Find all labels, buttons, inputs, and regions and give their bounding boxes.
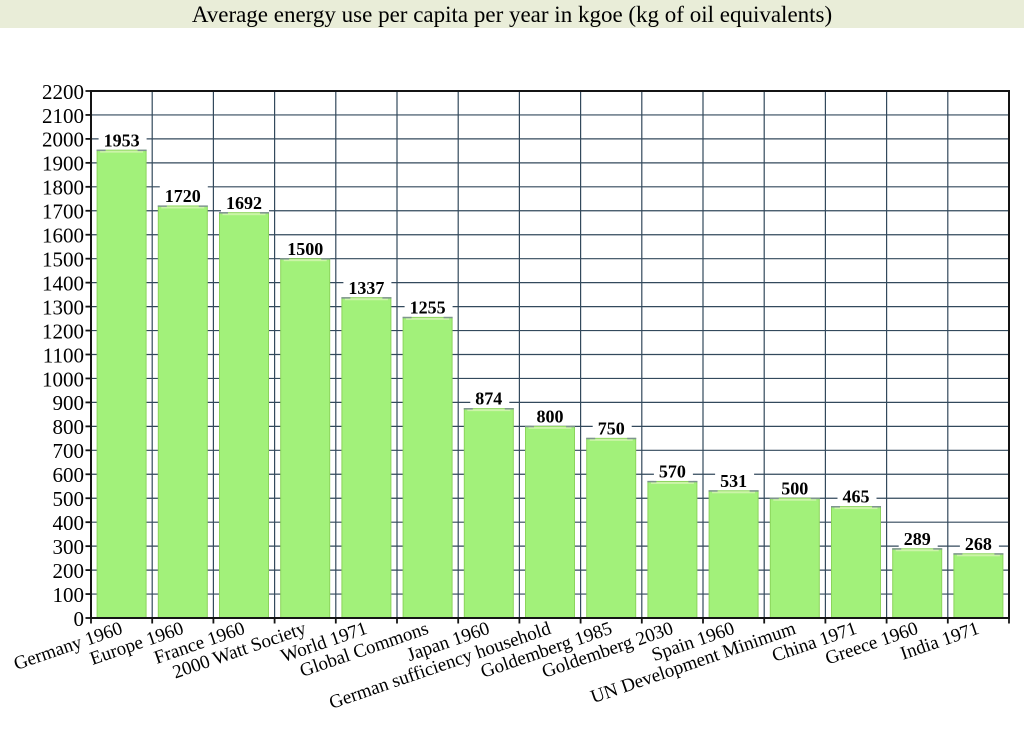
svg-text:289: 289: [904, 529, 931, 549]
svg-text:1720: 1720: [165, 186, 201, 206]
svg-text:2100: 2100: [42, 104, 84, 128]
svg-text:1100: 1100: [43, 343, 84, 367]
svg-text:300: 300: [53, 535, 85, 559]
svg-text:700: 700: [53, 439, 85, 463]
svg-text:570: 570: [659, 462, 686, 482]
svg-text:200: 200: [53, 559, 85, 583]
svg-text:500: 500: [53, 487, 85, 511]
svg-text:100: 100: [53, 583, 85, 607]
svg-text:2000: 2000: [42, 128, 84, 152]
svg-text:1300: 1300: [42, 295, 84, 319]
svg-text:1200: 1200: [42, 319, 84, 343]
svg-text:1800: 1800: [42, 176, 84, 200]
svg-text:1600: 1600: [42, 224, 84, 248]
svg-text:800: 800: [53, 415, 85, 439]
svg-text:1692: 1692: [226, 193, 262, 213]
svg-text:465: 465: [843, 487, 870, 507]
svg-text:874: 874: [475, 389, 502, 409]
svg-text:Average energy use per capita: Average energy use per capita per year i…: [192, 2, 832, 27]
svg-text:1400: 1400: [42, 271, 84, 295]
svg-text:750: 750: [598, 418, 625, 438]
svg-text:1500: 1500: [42, 247, 84, 271]
svg-text:1953: 1953: [104, 130, 140, 150]
svg-text:1700: 1700: [42, 200, 84, 224]
svg-text:400: 400: [53, 511, 85, 535]
svg-text:800: 800: [537, 406, 564, 426]
svg-text:500: 500: [781, 478, 808, 498]
svg-text:531: 531: [720, 471, 747, 491]
svg-text:1900: 1900: [42, 152, 84, 176]
svg-text:268: 268: [965, 534, 992, 554]
svg-text:600: 600: [53, 463, 85, 487]
svg-text:1500: 1500: [287, 239, 323, 259]
svg-text:1000: 1000: [42, 367, 84, 391]
svg-text:1337: 1337: [348, 278, 384, 298]
svg-text:2200: 2200: [42, 80, 84, 104]
svg-text:0: 0: [74, 607, 85, 631]
svg-text:1255: 1255: [410, 297, 446, 317]
svg-text:900: 900: [53, 391, 85, 415]
